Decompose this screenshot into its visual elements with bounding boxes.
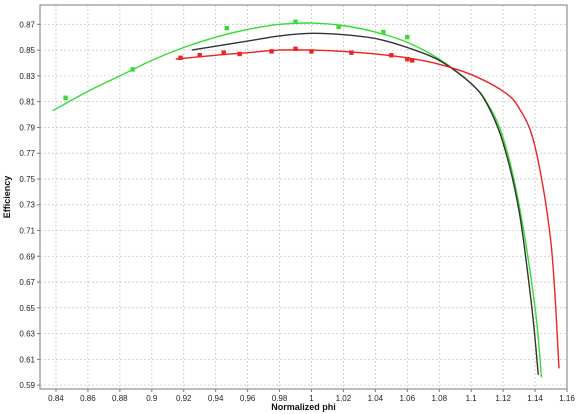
series-0-point-2 <box>224 25 230 31</box>
y-tick-label: 0.79 <box>19 123 35 132</box>
x-tick-label: 0.84 <box>48 394 64 403</box>
y-tick-label: 0.71 <box>19 227 35 236</box>
series-0-point-6 <box>405 35 410 40</box>
y-tick-label: 0.73 <box>19 201 35 210</box>
plot-frame <box>39 4 568 390</box>
series-0-curve <box>52 22 543 378</box>
x-axis-title: Normalized phi <box>271 402 336 412</box>
series-0-point-5 <box>381 29 386 35</box>
x-tick-label: 1.02 <box>336 394 352 403</box>
x-tick-label: 0.96 <box>240 394 256 403</box>
series-0-point-3 <box>293 19 298 24</box>
y-axis-title: Efficiency <box>2 176 12 219</box>
series-2-point-8 <box>389 53 394 58</box>
series-0-point-0 <box>63 95 68 100</box>
x-tick-labels: 0.84 0.86 0.88 0.9 0.92 0.94 0.96 0.98 1 1.02 1.04… <box>48 389 575 403</box>
x-tick-label: 1.14 <box>527 394 543 403</box>
series-2-point-6 <box>309 49 314 54</box>
y-tick-label: 0.69 <box>19 252 35 261</box>
x-tick-label: 1 <box>309 394 314 403</box>
series-2-point-5 <box>293 46 298 52</box>
y-tick-label: 0.61 <box>19 355 35 364</box>
x-tick-label: 1.04 <box>368 394 384 403</box>
series-2-point-10 <box>409 58 415 63</box>
series-2-point-3 <box>237 51 242 57</box>
series-2-point-2 <box>221 50 226 55</box>
series-2-point-9 <box>405 56 410 62</box>
series-2-point-4 <box>269 49 274 54</box>
series-0-point-4 <box>336 24 341 30</box>
x-tick-label: 1.08 <box>431 394 447 403</box>
series-2-point-7 <box>349 50 354 55</box>
y-tick-label: 0.65 <box>19 304 35 313</box>
series-1-curve <box>191 32 539 375</box>
series-0-point-1 <box>130 67 135 72</box>
x-tick-label: 0.86 <box>80 394 96 403</box>
y-tick-label: 0.77 <box>19 149 35 158</box>
x-tick-label: 1.06 <box>400 394 416 403</box>
y-tick-label: 0.83 <box>19 72 35 81</box>
series-2-point-0 <box>178 55 183 61</box>
y-tick-label: 0.87 <box>19 20 35 29</box>
x-tick-label: 1.12 <box>495 394 511 403</box>
y-tick-label: 0.63 <box>19 330 35 339</box>
x-tick-label: 0.98 <box>272 394 288 403</box>
y-tick-labels: 0.59 0.61 0.63 0.65 0.67 0.69 0.71 0.73 0.75 0.77… <box>19 20 40 390</box>
x-tick-label: 1.16 <box>559 394 575 403</box>
series-points <box>63 19 415 100</box>
x-tick-label: 0.92 <box>176 394 192 403</box>
y-tick-label: 0.81 <box>19 98 35 107</box>
x-tick-label: 0.9 <box>146 394 158 403</box>
y-tick-label: 0.59 <box>19 381 35 390</box>
y-tick-label: 0.67 <box>19 278 35 287</box>
x-tick-label: 0.88 <box>112 394 128 403</box>
y-tick-label: 0.85 <box>19 46 35 55</box>
x-tick-label: 1.1 <box>466 394 478 403</box>
series-curves <box>52 22 560 378</box>
x-tick-label: 0.94 <box>208 394 224 403</box>
series-2-curve <box>175 49 560 369</box>
plot-background <box>40 5 567 389</box>
series-2-point-1 <box>197 53 202 58</box>
y-tick-label: 0.75 <box>19 175 35 184</box>
